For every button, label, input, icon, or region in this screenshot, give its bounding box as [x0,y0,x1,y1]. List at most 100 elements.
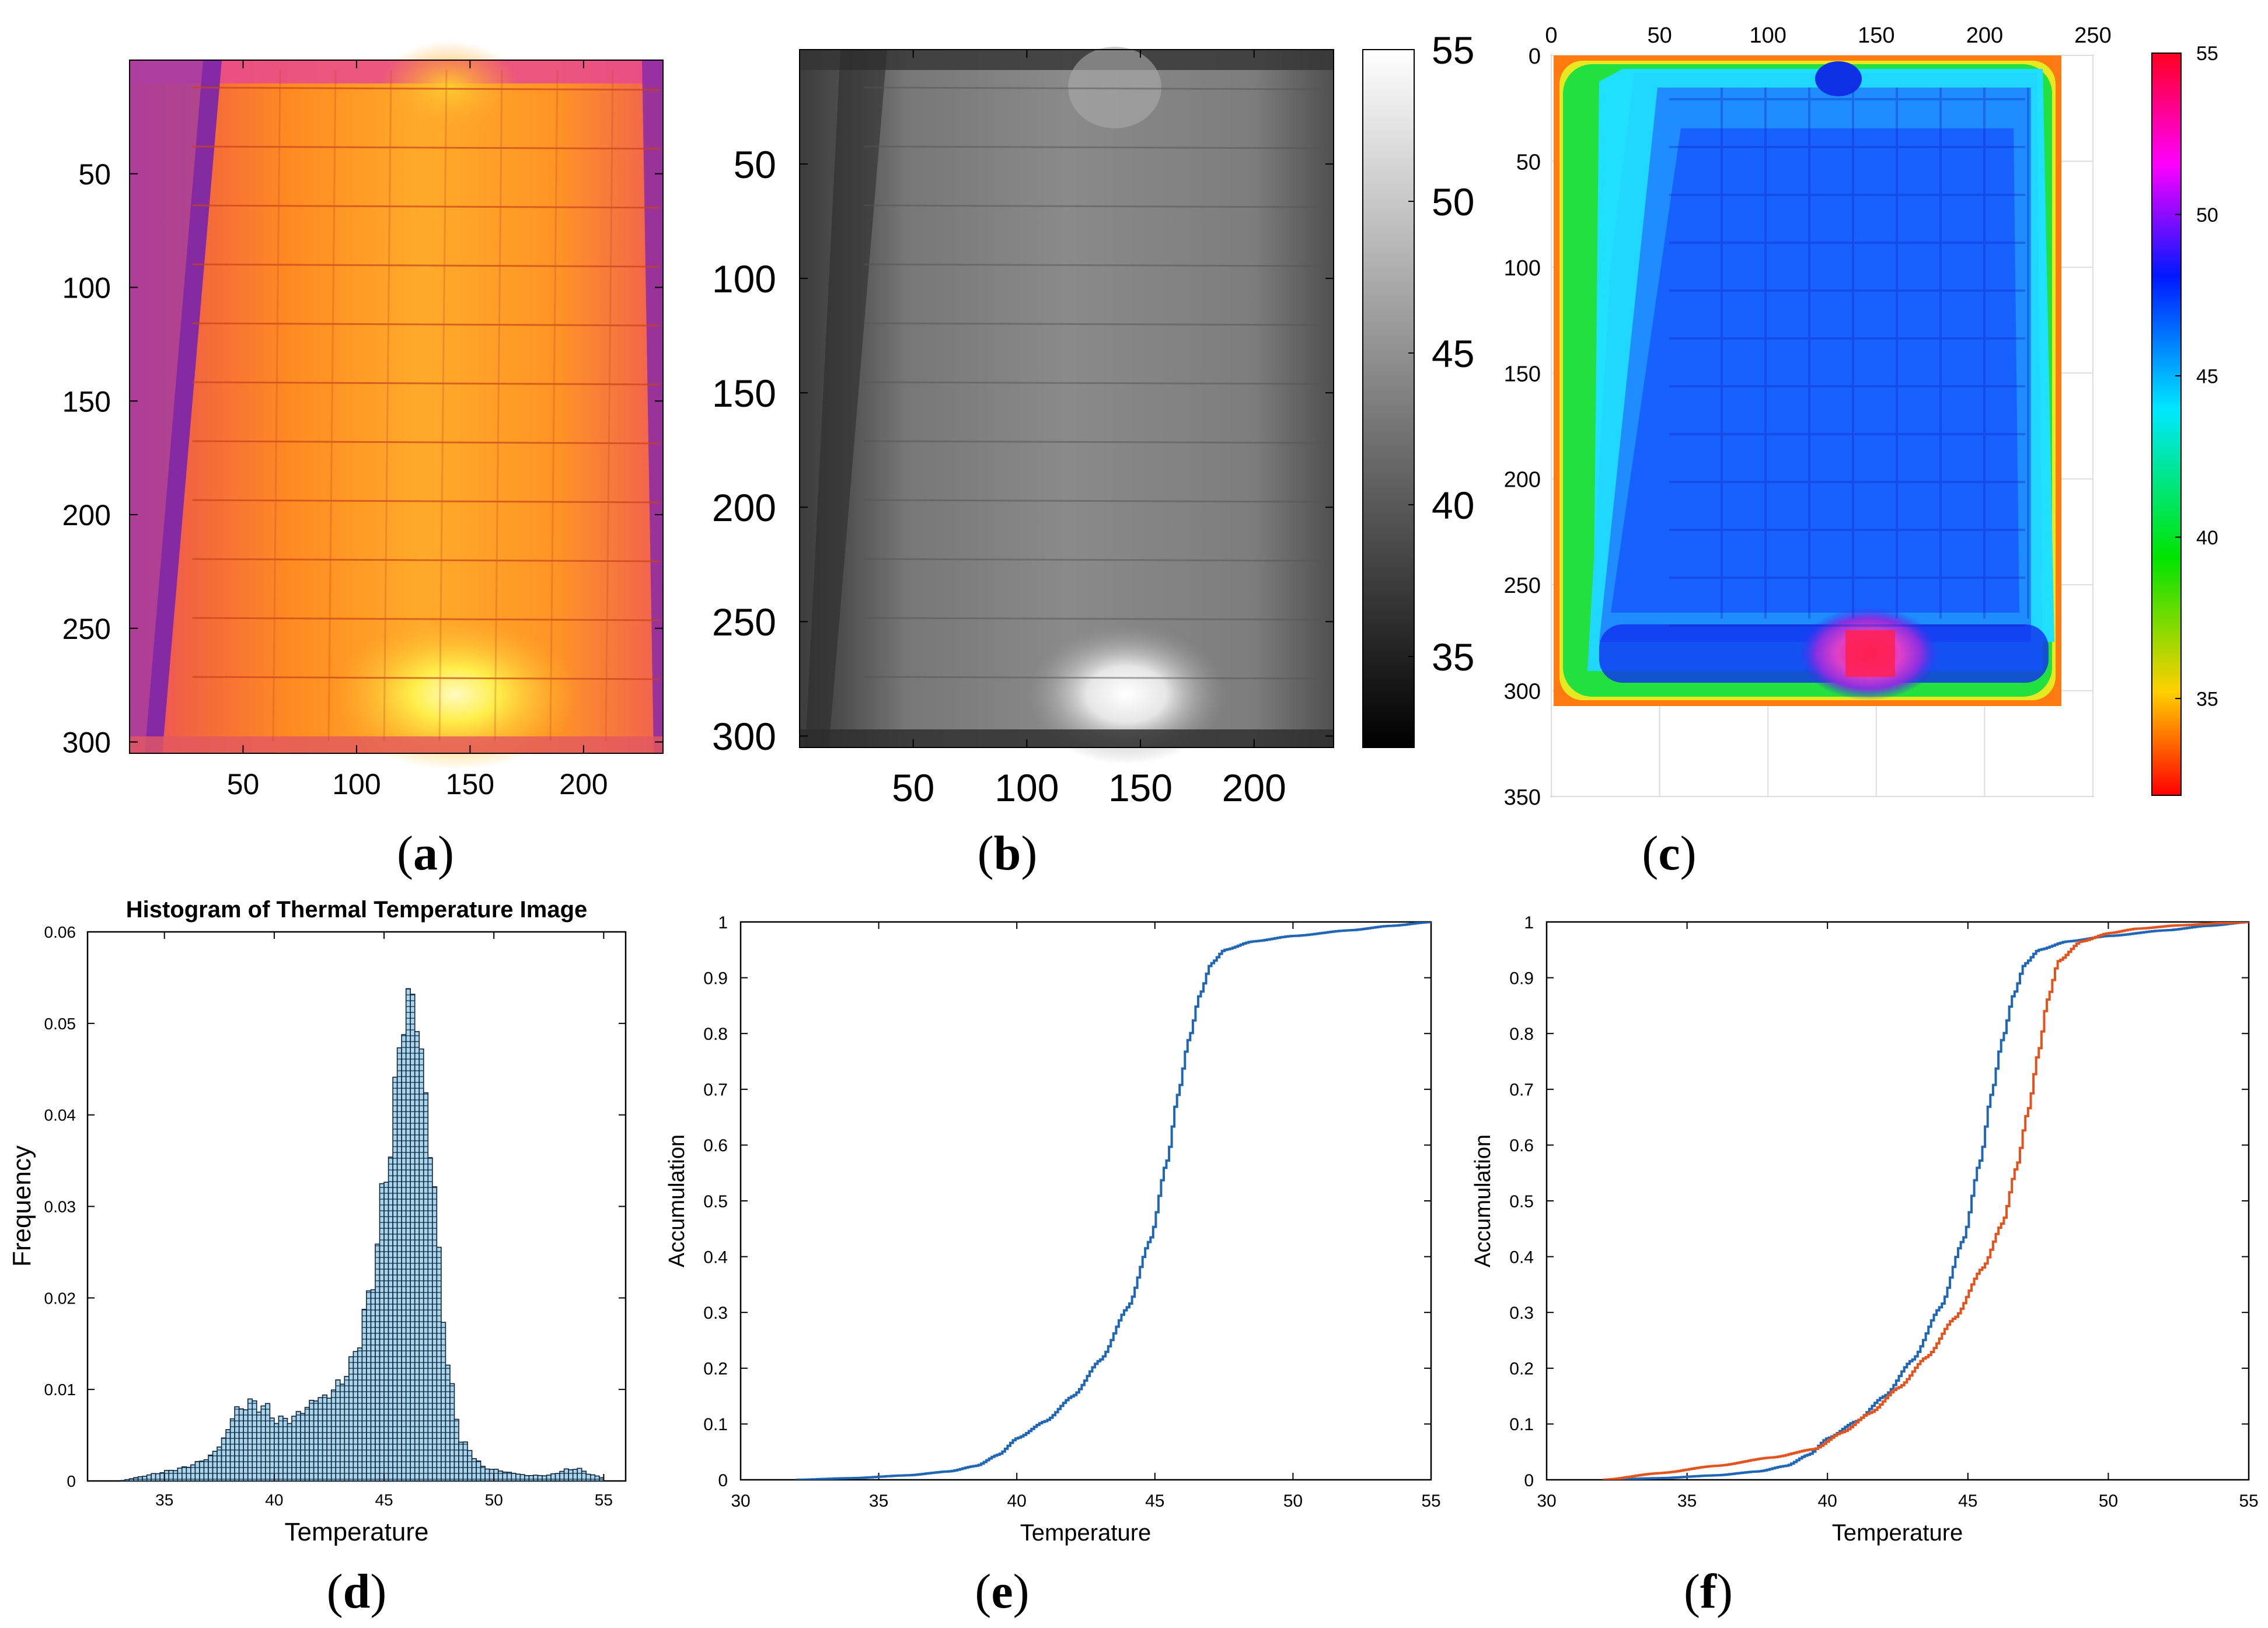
histogram-bar [375,1243,381,1482]
y-tick-label: 0.06 [44,923,76,941]
x-tick-label: 40 [265,1491,283,1509]
histogram-bar [256,1412,262,1482]
histogram-bar [519,1474,525,1482]
x-tick-label: 50 [485,1491,503,1509]
histogram-bar [151,1473,156,1482]
histogram-bar [554,1473,560,1482]
histogram-bar [291,1416,297,1482]
histogram-bar [502,1472,508,1482]
histogram-bar [120,1480,125,1482]
histogram-bar [379,1183,385,1482]
series-line-cdf-original [1603,922,2249,1480]
histogram-bar [445,1364,451,1482]
heatmap-row-line [192,499,660,504]
y-tick-label: 0.8 [703,1025,728,1044]
histogram-bar [441,1322,446,1482]
histogram-bar [137,1476,143,1482]
histogram-bar [212,1451,218,1482]
axes-a: 50 100 150 200 50 100 150 200 250 300 [62,60,663,801]
x-tick-label: 100 [332,768,381,801]
heatmap-row-line [192,86,660,91]
histogram-bar [260,1405,266,1482]
histogram-bar [339,1384,346,1482]
x-tick-label: 30 [1537,1491,1556,1511]
histogram-bar [401,1034,407,1482]
histogram-bar [559,1470,565,1482]
x-tick-label: 150 [446,768,494,801]
histogram-bar [581,1470,587,1482]
histogram-bar [326,1398,332,1482]
y-tick-label: 350 [1504,785,1541,810]
axes-f: 30 35 40 45 50 55 0 0.1 0.2 0.3 0.4 0.5 0.6 0.7 0.8 0.9… [1509,913,2258,1511]
panel-label-d: (d) [327,1564,387,1619]
colorbar-tick-label: 45 [1432,332,1474,375]
heatmap-a [129,41,664,770]
histogram-bar [396,1047,402,1482]
histogram-bar [585,1473,591,1482]
heatmap-row-line [192,617,660,621]
histogram-bar [546,1475,552,1482]
heatmap-col-line [383,69,392,742]
heatmap-col-line [272,69,281,742]
histogram-bar [410,994,416,1482]
x-tick-label: 0 [1545,23,1557,48]
y-tick-label: 300 [712,715,776,758]
histogram-bar [317,1397,323,1482]
heatmap-row-line [192,145,660,150]
panel-a: 50 100 150 200 50 100 150 200 250 300 (a) [62,41,664,881]
histogram-bar [182,1466,187,1482]
histogram-bar [405,988,411,1482]
histogram-bar [199,1461,205,1482]
colorbar-tick-label: 40 [1432,484,1474,527]
panel-e: 30 35 40 45 50 55 0 0.1 0.2 0.3 0.4 0.5 0.6 0.7 0.8 0.9… [665,913,1441,1619]
histogram-bar [287,1423,292,1482]
heatmap-row-line [863,86,1325,90]
histogram-bar [357,1347,363,1482]
series-line-cdf [795,922,1431,1480]
y-tick-label: 100 [62,272,111,305]
y-tick-label: 0.02 [44,1289,76,1307]
colorbar-tick-label: 35 [2196,688,2218,710]
histogram-bar [133,1477,139,1482]
y-tick-label: 250 [1504,574,1541,598]
panel-label-f: (f) [1684,1564,1733,1619]
colorbar-tick-label: 55 [2196,43,2218,65]
x-tick-label: 100 [1749,23,1786,48]
y-tick-label: 0.2 [703,1360,728,1379]
y-tick-label: 0.9 [703,969,728,988]
y-tick-label: 0 [718,1471,728,1490]
histogram-bar [348,1356,354,1482]
histogram-bar [458,1441,464,1482]
histogram-bar [414,1031,420,1482]
x-tick-label: 250 [2074,23,2111,48]
histogram-bar [388,1157,393,1482]
panel-label-a: (a) [397,826,454,881]
histogram-bar [247,1398,253,1482]
histogram-bar [537,1475,543,1482]
panel-c: 0 50 100 150 200 250 0 50 100 150 200 250 300 350 35 4… [1504,23,2218,881]
panel-label-b: (b) [978,826,1038,881]
histogram-bar [172,1470,179,1482]
histogram-bar [269,1417,275,1482]
plot-frame-f [1545,921,2250,1481]
x-tick-label: 45 [375,1491,393,1509]
axes-d: 35 40 45 50 55 0 0.01 0.02 0.03 0.04 0.05 0.06 [44,923,626,1509]
histogram-bar [155,1473,160,1482]
x-tick-label: 50 [1283,1491,1303,1511]
plot-frame-e [739,921,1432,1481]
histogram-bar [274,1423,280,1482]
histogram-bar [229,1418,235,1482]
histogram-bar [159,1472,165,1482]
x-axis-label-e: Temperature [1020,1520,1152,1546]
heatmap-col-line [549,69,559,742]
heatmap-b [799,47,1334,764]
histogram-bar [550,1473,556,1482]
histogram-bar [383,1182,389,1482]
y-tick-label: 100 [1504,256,1541,281]
x-tick-label: 30 [731,1491,750,1511]
axes-e: 30 35 40 45 50 55 0 0.1 0.2 0.3 0.4 0.5 0.6 0.7 0.8 0.9… [703,913,1440,1511]
histogram-bar [221,1437,226,1482]
histogram-bar [366,1290,372,1482]
heatmap-row-line [192,204,660,209]
histogram-bars [120,988,605,1482]
